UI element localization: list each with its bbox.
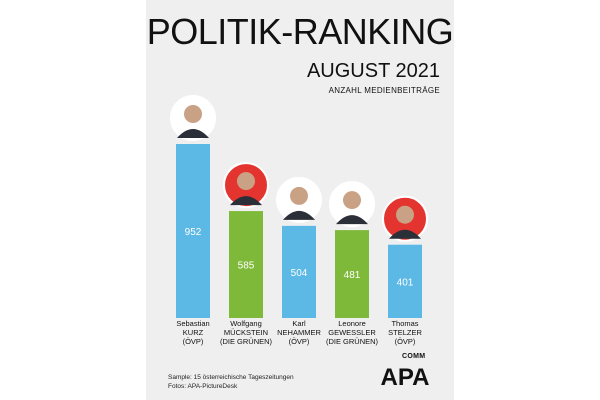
- bar-value-0: 952: [185, 227, 202, 238]
- category-label-3-2: (DIE GRÜNEN): [326, 337, 379, 346]
- category-label-3-0: Leonore: [338, 319, 366, 328]
- category-label-2-0: Karl: [292, 319, 306, 328]
- portrait-body-0: [177, 129, 209, 138]
- category-label-1-2: (DIE GRÜNEN): [220, 337, 273, 346]
- bar-4: [388, 244, 422, 318]
- chart-caption: ANZAHL MEDIENBEITRÄGE: [328, 86, 440, 95]
- category-label-0-0: Sebastian: [176, 319, 209, 328]
- footer-photos: Fotos: APA-PictureDesk: [168, 383, 238, 390]
- category-label-0-1: KURZ: [183, 328, 204, 337]
- category-label-2-1: NEHAMMER: [277, 328, 321, 337]
- portrait-body-1: [230, 196, 262, 206]
- footer-sample: Sample: 15 österreichische Tageszeitunge…: [168, 374, 294, 381]
- portrait-face-1: [237, 172, 255, 191]
- category-label-3-1: GEWESSLER: [328, 328, 376, 337]
- logo-sub-text: COMM: [402, 353, 426, 360]
- infographic-card: POLITIK-RANKING AUGUST 2021 ANZAHL MEDIE…: [146, 0, 454, 400]
- chart-title: POLITIK-RANKING: [146, 11, 454, 52]
- category-label-2-2: (ÖVP): [289, 337, 310, 346]
- category-label-1-0: Wolfgang: [230, 319, 262, 328]
- chart-subtitle: AUGUST 2021: [306, 60, 440, 82]
- category-label-1-1: MÜCKSTEIN: [224, 328, 268, 337]
- portrait-face-0: [184, 105, 202, 123]
- portrait-body-2: [283, 210, 315, 220]
- bar-value-1: 585: [238, 261, 255, 272]
- portrait-face-4: [396, 205, 414, 224]
- logo-text: APA: [381, 364, 430, 390]
- bar-3: [335, 230, 369, 318]
- bar-value-2: 504: [291, 268, 308, 279]
- portrait-face-2: [290, 186, 308, 205]
- bar-chart: 952SebastianKURZ(ÖVP)585WolfgangMÜCKSTEI…: [170, 95, 428, 346]
- category-label-0-2: (ÖVP): [183, 337, 204, 346]
- apa-logo: APA: [381, 364, 430, 390]
- category-label-4-1: STELZER: [388, 328, 422, 337]
- category-label-4-2: (ÖVP): [395, 337, 416, 346]
- bar-0: [176, 144, 210, 318]
- portrait-body-3: [336, 215, 368, 225]
- portrait-face-3: [343, 191, 361, 210]
- bar-2: [282, 225, 316, 318]
- category-label-4-0: Thomas: [391, 319, 418, 328]
- bar-value-3: 481: [344, 270, 361, 281]
- bar-value-4: 401: [397, 277, 414, 288]
- portrait-body-4: [389, 229, 421, 239]
- bar-1: [229, 211, 263, 318]
